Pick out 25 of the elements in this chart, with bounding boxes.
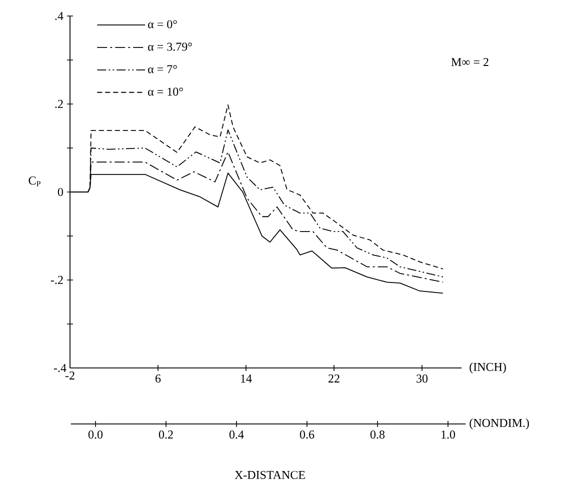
x2-tick-label: 0.4 — [229, 430, 244, 439]
text: X-DISTANCE — [234, 470, 305, 480]
y-tick-label: -.4 — [54, 364, 66, 372]
x-axis-title: (INCH) — [470, 362, 506, 374]
x2-tick-label: 0.2 — [158, 430, 173, 439]
annotation: M∞ = 2 — [451, 58, 488, 66]
y-tick-label: .2 — [55, 100, 63, 108]
x-tick-label: 22 — [328, 374, 340, 382]
x2-tick-label: 0.0 — [88, 430, 103, 439]
x-tick-label: 30 — [416, 374, 428, 383]
y-tick-label: .4 — [55, 12, 64, 20]
x-tick-label: -2 — [65, 372, 74, 380]
y-axis-title: C$_{P}$ — [28, 176, 40, 186]
legend-label: α = 10° — [148, 88, 183, 96]
legend-label: α = 0° — [148, 20, 177, 28]
x2-tick-label: 1.0 — [442, 430, 456, 439]
x2-tick-label: 0.8 — [370, 430, 385, 439]
legend-label: α = 3.79° — [148, 42, 192, 51]
x2-tick-label: 0.6 — [300, 430, 314, 439]
legend-label: α = 7° — [148, 65, 177, 74]
y-tick-label: 0 — [58, 188, 64, 196]
y-tick-label: -.2 — [50, 276, 63, 284]
x-tick-label: 6 — [156, 374, 161, 383]
x-tick-label: 14 — [241, 374, 252, 382]
x2-axis-title: (NONDIM.) — [470, 418, 529, 430]
